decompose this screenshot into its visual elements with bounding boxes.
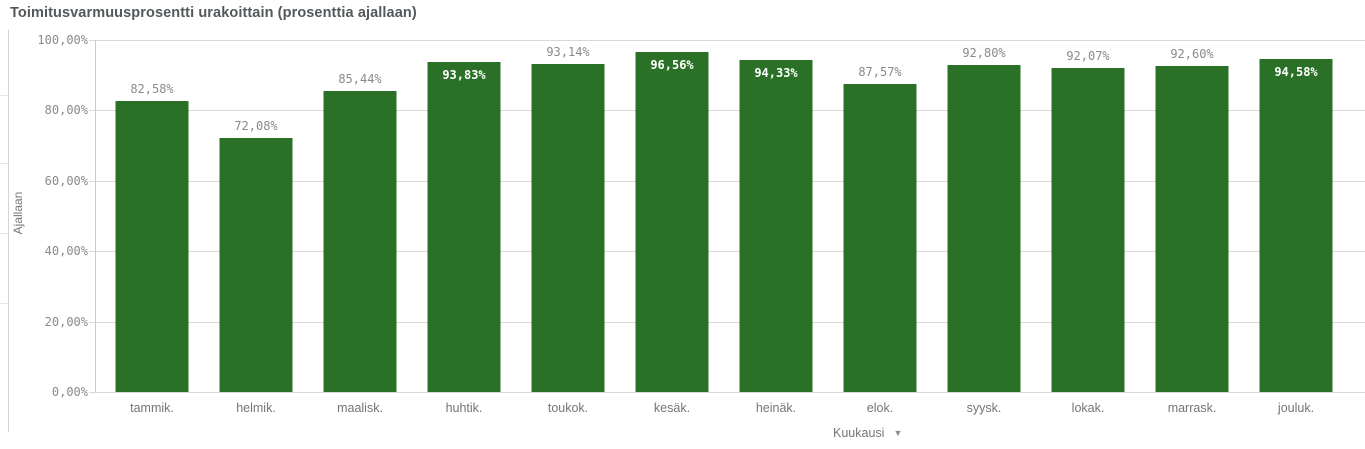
- bar-slot: 92,80% syysk.: [932, 40, 1036, 415]
- bar-value-label: 85,44%: [338, 72, 382, 87]
- bar-slot: 93,14% toukok.: [516, 40, 620, 415]
- adjacent-gridline-stub: [0, 233, 8, 234]
- bar-slot: 85,44% maalisk.: [308, 40, 412, 415]
- gridline: [89, 180, 1365, 182]
- adjacent-gridline-stub: [0, 303, 8, 304]
- x-tick-label[interactable]: maalisk.: [337, 401, 383, 415]
- y-axis-title: Ajallaan: [11, 191, 25, 235]
- bar-value-label: 94,58%: [1274, 65, 1318, 80]
- gridline: [89, 392, 1365, 393]
- bar[interactable]: [1051, 67, 1125, 392]
- x-tick-label[interactable]: elok.: [866, 401, 894, 415]
- bar-value-label: 92,60%: [1170, 47, 1214, 62]
- y-tick-label: 20,00%: [44, 314, 88, 329]
- bar-slot: 92,60% marrask.: [1140, 40, 1244, 415]
- bar[interactable]: [947, 65, 1021, 392]
- y-tick-label: 80,00%: [44, 103, 88, 118]
- x-tick-label[interactable]: lokak.: [1071, 401, 1105, 415]
- adjacent-gridline-stub: [0, 163, 8, 164]
- bar-slot: 96,56% kesäk.: [620, 40, 724, 415]
- bar[interactable]: [843, 83, 917, 392]
- bar[interactable]: [1155, 66, 1229, 392]
- bar[interactable]: 93,83%: [427, 61, 501, 392]
- bar-value-label: 92,80%: [962, 46, 1006, 61]
- bar[interactable]: 94,33%: [739, 59, 813, 392]
- bar-slot: 94,58% jouluk.: [1244, 40, 1348, 415]
- x-tick-label[interactable]: helmik.: [236, 401, 276, 415]
- y-tick-label: 100,00%: [37, 33, 88, 47]
- bar[interactable]: 94,58%: [1259, 59, 1333, 392]
- x-tick-label[interactable]: syysk.: [966, 401, 1002, 415]
- x-tick-label[interactable]: marrask.: [1167, 401, 1217, 415]
- bar[interactable]: 96,56%: [635, 52, 709, 392]
- x-axis-title-label: Kuukausi: [833, 426, 885, 440]
- bar-value-label: 87,57%: [858, 64, 902, 79]
- bar-slot: 92,07% lokak.: [1036, 40, 1140, 415]
- chart-title: Toimitusvarmuusprosentti urakoittain (pr…: [10, 5, 417, 21]
- adjacent-gridline-stub: [0, 95, 8, 96]
- gridline: [89, 251, 1365, 253]
- bar[interactable]: [323, 91, 397, 392]
- plot-area: 82,58% tammik. 72,08% helmik. 85,44% maalisk.…: [89, 40, 1365, 415]
- chevron-down-icon: ▼: [893, 428, 903, 438]
- bar[interactable]: [219, 138, 293, 392]
- bar[interactable]: [531, 64, 605, 392]
- y-tick-label: 40,00%: [44, 244, 88, 259]
- bar[interactable]: [115, 101, 189, 392]
- x-tick-label[interactable]: heinäk.: [755, 401, 797, 415]
- bar-slot: 93,83% huhtik.: [412, 40, 516, 415]
- x-tick-label[interactable]: toukok.: [547, 401, 589, 415]
- gridline: [89, 40, 1365, 41]
- bar-slot: 82,58% tammik.: [100, 40, 204, 415]
- y-tick-label: 0,00%: [51, 385, 88, 399]
- x-axis-dimension-selector[interactable]: Kuukausi ▼: [833, 426, 902, 440]
- bar-value-label: 96,56%: [650, 58, 694, 73]
- gridline: [89, 110, 1365, 112]
- bar-value-label: 72,08%: [234, 119, 278, 134]
- bar-slot: 87,57% elok.: [828, 40, 932, 415]
- bar-value-label: 93,14%: [546, 45, 590, 60]
- x-tick-label[interactable]: jouluk.: [1277, 401, 1315, 415]
- bar-value-label: 82,58%: [130, 82, 174, 97]
- x-tick-label[interactable]: tammik.: [130, 401, 174, 415]
- gridline: [89, 321, 1365, 323]
- x-tick-label[interactable]: huhtik.: [445, 401, 483, 415]
- y-axis-line: [95, 40, 96, 392]
- bar-value-label: 92,07%: [1066, 48, 1110, 63]
- y-tick-label: 60,00%: [44, 173, 88, 188]
- bar-value-label: 94,33%: [754, 65, 798, 80]
- bar-slot: 72,08% helmik.: [204, 40, 308, 415]
- bar-value-label: 93,83%: [442, 67, 486, 82]
- x-tick-label[interactable]: kesäk.: [653, 401, 691, 415]
- bar-slot: 94,33% heinäk.: [724, 40, 828, 415]
- panel-left-border: [8, 30, 9, 432]
- bars-region: 82,58% tammik. 72,08% helmik. 85,44% maalisk.…: [100, 40, 1348, 415]
